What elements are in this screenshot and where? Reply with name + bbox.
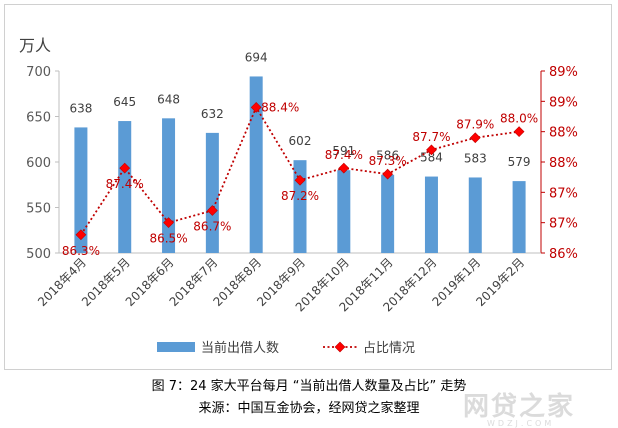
bar-value-label: 648 xyxy=(157,92,180,106)
y-tick-label-right: 88% xyxy=(549,156,578,171)
bar xyxy=(118,121,132,253)
y-tick-label-right: 89% xyxy=(549,95,578,110)
line-value-label: 87.2% xyxy=(281,189,319,203)
bar-value-label: 586 xyxy=(376,149,399,163)
line-marker xyxy=(513,126,525,138)
bar-value-label: 632 xyxy=(201,107,224,121)
bar xyxy=(512,181,526,253)
bar xyxy=(74,127,88,253)
bar-value-label: 579 xyxy=(508,155,531,169)
bar-value-label: 583 xyxy=(464,151,487,165)
line-marker xyxy=(206,205,218,216)
line-marker xyxy=(75,229,87,241)
watermark-logo: 网贷之家 WDZJ.COM xyxy=(463,386,613,428)
line-value-label: 86.3% xyxy=(62,244,100,258)
legend-label-bar: 当前出借人数 xyxy=(201,340,279,356)
y-tick-label-left: 700 xyxy=(26,65,51,80)
watermark-text: 网贷之家 xyxy=(463,392,576,422)
legend-label-line: 占比情况 xyxy=(363,341,415,356)
legend-swatch-marker xyxy=(334,341,346,353)
y-tick-label-left: 650 xyxy=(26,111,51,126)
line-marker xyxy=(382,168,394,180)
line-marker xyxy=(294,174,306,186)
line-marker xyxy=(119,162,131,174)
line-value-label: 87.3% xyxy=(369,154,407,168)
bar-value-label: 584 xyxy=(420,151,443,165)
y-tick-label-right: 89% xyxy=(549,65,578,80)
bar-value-label: 694 xyxy=(245,50,268,64)
bar xyxy=(337,170,351,253)
line-marker xyxy=(163,217,174,229)
y-tick-label-right: 87% xyxy=(549,217,578,232)
bar xyxy=(205,132,219,253)
line-value-label: 86.5% xyxy=(149,232,187,246)
y-tick-label-right: 88% xyxy=(549,126,578,141)
figure-caption: 图 7：24 家大平台每月 “当前出借人数量及占比” 走势 xyxy=(151,379,467,394)
y-tick-label-left: 600 xyxy=(26,156,51,171)
y-tick-label-right: 86% xyxy=(549,247,578,262)
y-axis-label: 万人 xyxy=(19,36,51,55)
y-tick-label-left: 500 xyxy=(26,247,51,262)
bar xyxy=(293,160,307,253)
line-value-label: 88.0% xyxy=(500,112,538,126)
chart: 700 650 600 550 500 89% 89% 88% 88% 87% 87% 86% 万人 63… xyxy=(19,36,578,356)
bar-value-label: 602 xyxy=(289,134,312,148)
y-tick-label-right: 87% xyxy=(549,186,578,201)
line-marker xyxy=(338,162,350,174)
line-value-label: 86.7% xyxy=(193,220,231,234)
line-value-label: 87.7% xyxy=(412,130,450,144)
bar xyxy=(381,174,395,253)
chart-frame: 700 650 600 550 500 89% 89% 88% 88% 87% 87% 86% 万人 63… xyxy=(4,4,612,370)
line-value-label: 87.9% xyxy=(456,118,494,132)
line-value-label: 87.4% xyxy=(325,148,363,162)
bar xyxy=(468,177,482,253)
line-marker xyxy=(469,132,481,144)
line-marker xyxy=(250,102,262,113)
bar-value-label: 591 xyxy=(332,144,355,158)
line-value-label: 88.4% xyxy=(261,100,299,114)
bar-value-label: 645 xyxy=(113,95,136,109)
line-value-label: 87.4% xyxy=(106,177,144,191)
legend-swatch-bar xyxy=(157,342,195,352)
bar xyxy=(424,176,438,253)
bar-value-label: 638 xyxy=(69,101,92,115)
figure-source: 来源：中国互金协会，经网贷之家整理 xyxy=(198,401,420,416)
y-tick-label-left: 550 xyxy=(26,202,51,217)
line-marker xyxy=(426,144,437,156)
bar xyxy=(249,76,263,254)
watermark-sub: WDZJ.COM xyxy=(487,419,555,428)
